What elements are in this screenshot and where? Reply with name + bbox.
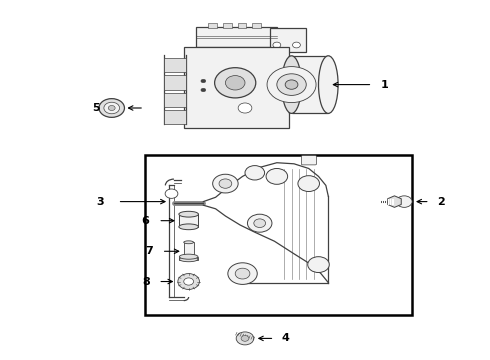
Circle shape bbox=[235, 268, 250, 279]
Circle shape bbox=[165, 189, 178, 198]
Bar bbox=[164, 110, 186, 124]
Text: 4: 4 bbox=[281, 333, 289, 343]
Bar bbox=[196, 27, 277, 47]
Circle shape bbox=[215, 68, 256, 98]
Bar bbox=[292, 56, 328, 113]
Circle shape bbox=[273, 42, 281, 48]
Circle shape bbox=[201, 88, 206, 92]
Circle shape bbox=[396, 196, 412, 207]
Ellipse shape bbox=[318, 56, 338, 113]
Circle shape bbox=[308, 257, 329, 273]
Text: 7: 7 bbox=[146, 246, 153, 256]
Bar bbox=[164, 75, 186, 90]
Ellipse shape bbox=[179, 211, 198, 217]
Bar bbox=[184, 47, 289, 128]
Ellipse shape bbox=[179, 254, 198, 259]
Circle shape bbox=[293, 42, 300, 48]
Bar bbox=[223, 23, 232, 28]
Circle shape bbox=[277, 74, 306, 95]
Text: 8: 8 bbox=[143, 276, 150, 287]
Bar bbox=[252, 23, 261, 28]
Bar bbox=[270, 28, 306, 52]
Circle shape bbox=[267, 67, 316, 103]
Circle shape bbox=[236, 332, 254, 345]
Circle shape bbox=[108, 105, 115, 111]
Bar bbox=[208, 23, 217, 28]
Ellipse shape bbox=[282, 56, 301, 113]
Bar bbox=[145, 155, 412, 315]
Circle shape bbox=[247, 214, 272, 232]
Text: 1: 1 bbox=[381, 80, 389, 90]
Circle shape bbox=[245, 166, 265, 180]
Circle shape bbox=[213, 174, 238, 193]
Text: 2: 2 bbox=[437, 197, 445, 207]
FancyBboxPatch shape bbox=[301, 156, 317, 165]
Polygon shape bbox=[388, 196, 401, 207]
Circle shape bbox=[266, 168, 288, 184]
Ellipse shape bbox=[179, 224, 198, 230]
Circle shape bbox=[225, 76, 245, 90]
Circle shape bbox=[178, 274, 199, 289]
Bar bbox=[238, 23, 246, 28]
Ellipse shape bbox=[184, 241, 194, 244]
Circle shape bbox=[298, 176, 319, 192]
Text: 3: 3 bbox=[97, 197, 104, 207]
Ellipse shape bbox=[179, 257, 198, 262]
Circle shape bbox=[104, 102, 120, 114]
Circle shape bbox=[219, 179, 232, 188]
Bar bbox=[164, 93, 186, 107]
Bar bbox=[184, 242, 194, 257]
Circle shape bbox=[254, 219, 266, 228]
Circle shape bbox=[184, 278, 194, 285]
Circle shape bbox=[99, 99, 124, 117]
Bar bbox=[179, 214, 198, 227]
Circle shape bbox=[241, 336, 249, 341]
Circle shape bbox=[285, 80, 298, 89]
Text: 5: 5 bbox=[92, 103, 100, 113]
Text: 6: 6 bbox=[142, 216, 149, 226]
Bar bbox=[179, 257, 198, 260]
Bar bbox=[164, 58, 186, 72]
Circle shape bbox=[228, 263, 257, 284]
Circle shape bbox=[238, 103, 252, 113]
Circle shape bbox=[201, 79, 206, 83]
